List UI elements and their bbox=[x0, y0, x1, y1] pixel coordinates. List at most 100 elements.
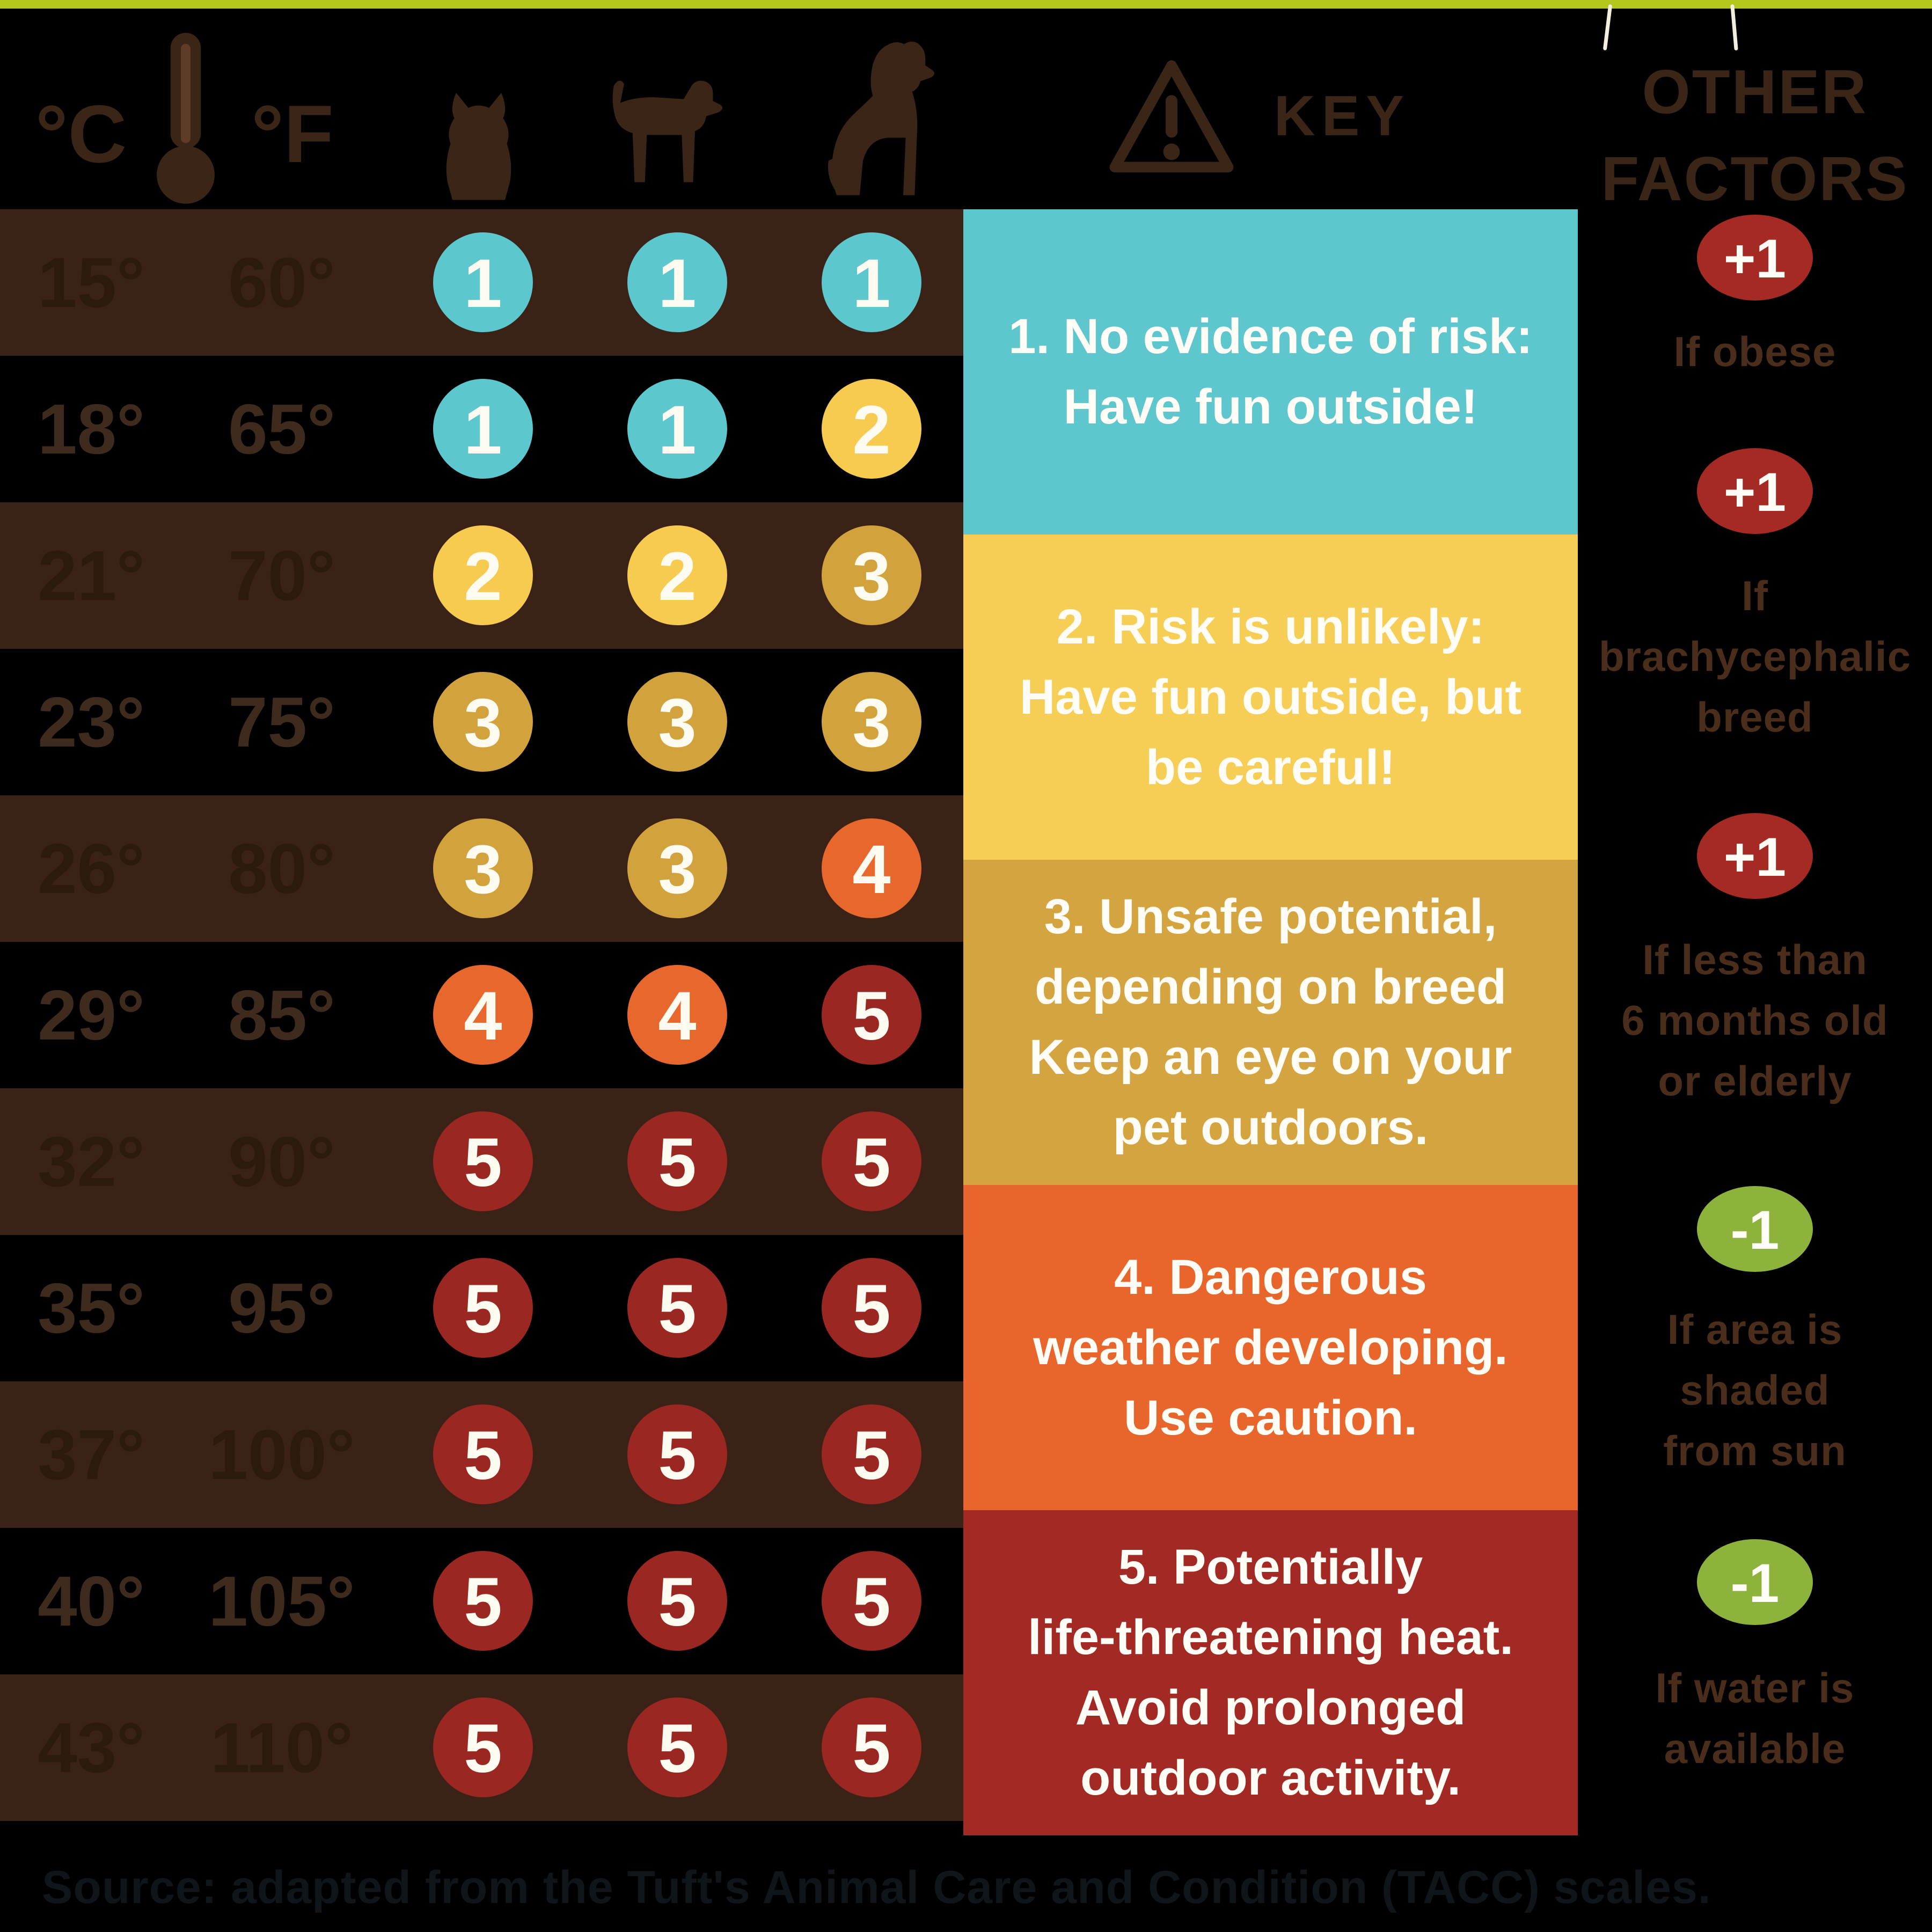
risk-circle-medium-dog: 5 bbox=[627, 1697, 727, 1797]
minus-one-badge: -1 bbox=[1697, 1186, 1813, 1272]
risk-circle-large-dog: 3 bbox=[822, 672, 921, 772]
factor-label-line: If area is bbox=[1667, 1306, 1843, 1353]
key-panel: 1. No evidence of risk: Have fun outside!… bbox=[963, 209, 1578, 1835]
table-row: 43° 110° 5 5 5 bbox=[0, 1674, 963, 1821]
thermometer-icon bbox=[155, 30, 217, 209]
risk-circle-large-dog: 2 bbox=[822, 379, 921, 479]
risk-circle-small-dog: 5 bbox=[433, 1551, 533, 1651]
key-section-text-line: depending on breed bbox=[1034, 960, 1507, 1014]
key-section-text-line: Have fun outside, but bbox=[1019, 669, 1522, 724]
fahrenheit-value: 110° bbox=[210, 1708, 353, 1787]
fahrenheit-value: 105° bbox=[208, 1562, 355, 1641]
risk-circle-medium-dog: 5 bbox=[627, 1258, 727, 1358]
plus-one-badge: +1 bbox=[1697, 813, 1813, 899]
risk-circle-large-dog: 5 bbox=[822, 1258, 921, 1358]
key-section-text-line: 1. No evidence of risk: bbox=[1008, 309, 1533, 364]
key-section-level-2: 2. Risk is unlikely: Have fun outside, bu… bbox=[963, 535, 1578, 860]
celsius-value: 32° bbox=[38, 1122, 145, 1201]
minus-one-badge: -1 bbox=[1697, 1539, 1813, 1625]
risk-circle-large-dog: 5 bbox=[822, 1404, 921, 1504]
table-row: 40° 105° 5 5 5 bbox=[0, 1528, 963, 1674]
factor-label-line: If bbox=[1741, 572, 1768, 619]
factor-label: If water is available bbox=[1578, 1658, 1932, 1779]
key-section-text-line: 4. Dangerous bbox=[1114, 1249, 1427, 1305]
key-section-level-3: 3. Unsafe potential, depending on breed Ke… bbox=[963, 860, 1578, 1185]
factor-label-line: If obese bbox=[1673, 328, 1836, 375]
key-section-text-line: 5. Potentially bbox=[1118, 1540, 1423, 1594]
medium-dog-icon bbox=[604, 65, 746, 201]
factor-label-line: brachycephalic bbox=[1599, 633, 1911, 680]
risk-circle-large-dog: 5 bbox=[822, 965, 921, 1065]
key-section-level-1: 1. No evidence of risk: Have fun outside! bbox=[963, 209, 1578, 535]
key-section-text-line: Avoid prolonged bbox=[1075, 1680, 1466, 1735]
plus-one-badge: +1 bbox=[1697, 448, 1813, 534]
key-section-text-line: be careful! bbox=[1145, 740, 1396, 795]
celsius-value: 43° bbox=[38, 1708, 145, 1787]
fahrenheit-value: 100° bbox=[208, 1415, 355, 1494]
risk-circle-small-dog: 5 bbox=[433, 1111, 533, 1211]
celsius-value: 15° bbox=[38, 243, 145, 322]
table-row: 37° 100° 5 5 5 bbox=[0, 1381, 963, 1528]
risk-circle-large-dog: 5 bbox=[822, 1697, 921, 1797]
key-section-text: 5. Potentially life-threatening heat. Avoi… bbox=[1006, 1532, 1535, 1813]
celsius-value: 18° bbox=[38, 390, 145, 469]
risk-circle-medium-dog: 5 bbox=[627, 1551, 727, 1651]
risk-circle-large-dog: 5 bbox=[822, 1551, 921, 1651]
risk-circle-medium-dog: 3 bbox=[627, 672, 727, 772]
celsius-value: 40° bbox=[38, 1562, 145, 1641]
key-section-text-line: outdoor activity. bbox=[1080, 1751, 1461, 1805]
table-row: 23° 75° 3 3 3 bbox=[0, 649, 963, 795]
key-section-text-line: 2. Risk is unlikely: bbox=[1056, 599, 1485, 654]
fahrenheit-value: 75° bbox=[228, 683, 335, 762]
table-row: 18° 65° 1 1 2 bbox=[0, 356, 963, 502]
key-section-text-line: pet outdoors. bbox=[1113, 1100, 1429, 1155]
table-row: 15° 60° 1 1 1 bbox=[0, 209, 963, 356]
fahrenheit-value: 95° bbox=[228, 1269, 335, 1348]
table-row: 32° 90° 5 5 5 bbox=[0, 1088, 963, 1235]
risk-circle-small-dog: 3 bbox=[433, 672, 533, 772]
celsius-value: 29° bbox=[38, 976, 145, 1055]
risk-circle-small-dog: 4 bbox=[433, 965, 533, 1065]
fahrenheit-value: 70° bbox=[228, 536, 335, 615]
key-section-text: 3. Unsafe potential, depending on breed Ke… bbox=[1008, 882, 1534, 1163]
key-section-text: 4. Dangerous weather developing. Use cauti… bbox=[1012, 1242, 1529, 1453]
celsius-value: 35° bbox=[38, 1269, 145, 1348]
key-section-text-line: Have fun outside! bbox=[1063, 379, 1478, 434]
factor-label-line: available bbox=[1664, 1725, 1846, 1772]
key-section-text-line: 3. Unsafe potential, bbox=[1044, 889, 1497, 944]
risk-circle-small-dog: 1 bbox=[433, 232, 533, 332]
key-section-text-line: weather developing. bbox=[1033, 1320, 1508, 1375]
fahrenheit-value: 80° bbox=[228, 829, 335, 908]
key-heading: KEY bbox=[1274, 84, 1410, 148]
warning-triangle-icon bbox=[1107, 49, 1236, 186]
key-section-text: 2. Risk is unlikely: Have fun outside, bu… bbox=[998, 592, 1543, 803]
risk-circle-large-dog: 4 bbox=[822, 818, 921, 918]
risk-circle-small-dog: 5 bbox=[433, 1404, 533, 1504]
factor-label-line: from sun bbox=[1663, 1427, 1847, 1474]
risk-circle-large-dog: 1 bbox=[822, 232, 921, 332]
factor-label-line: 6 months old bbox=[1621, 997, 1889, 1044]
risk-circle-medium-dog: 1 bbox=[627, 232, 727, 332]
risk-circle-medium-dog: 3 bbox=[627, 818, 727, 918]
source-credit: Source: adapted from the Tuft's Animal C… bbox=[42, 1862, 1711, 1913]
risk-circle-small-dog: 5 bbox=[433, 1697, 533, 1797]
key-section-text-line: Keep an eye on your bbox=[1029, 1030, 1512, 1085]
celsius-value: 21° bbox=[38, 536, 145, 615]
fahrenheit-value: 65° bbox=[228, 390, 335, 469]
risk-circle-medium-dog: 5 bbox=[627, 1111, 727, 1211]
risk-circle-medium-dog: 5 bbox=[627, 1404, 727, 1504]
risk-circle-large-dog: 3 bbox=[822, 525, 921, 625]
celsius-value: 26° bbox=[38, 829, 145, 908]
factor-label-line: If water is bbox=[1655, 1664, 1855, 1711]
risk-circle-small-dog: 2 bbox=[433, 525, 533, 625]
large-dog-icon bbox=[811, 38, 970, 202]
key-section-text-line: Use caution. bbox=[1123, 1390, 1417, 1445]
risk-circle-small-dog: 3 bbox=[433, 818, 533, 918]
other-factors-column: OTHER FACTORS +1 If obese +1 If brachycephal… bbox=[1578, 0, 1932, 1932]
key-section-level-5: 5. Potentially life-threatening heat. Avoi… bbox=[963, 1510, 1578, 1835]
factor-label: If brachycephalic breed bbox=[1578, 566, 1932, 748]
factor-label: If less than 6 months old or elderly bbox=[1578, 930, 1932, 1111]
celsius-value: 23° bbox=[38, 683, 145, 762]
celsius-value: 37° bbox=[38, 1415, 145, 1494]
celsius-label: °C bbox=[35, 89, 127, 180]
